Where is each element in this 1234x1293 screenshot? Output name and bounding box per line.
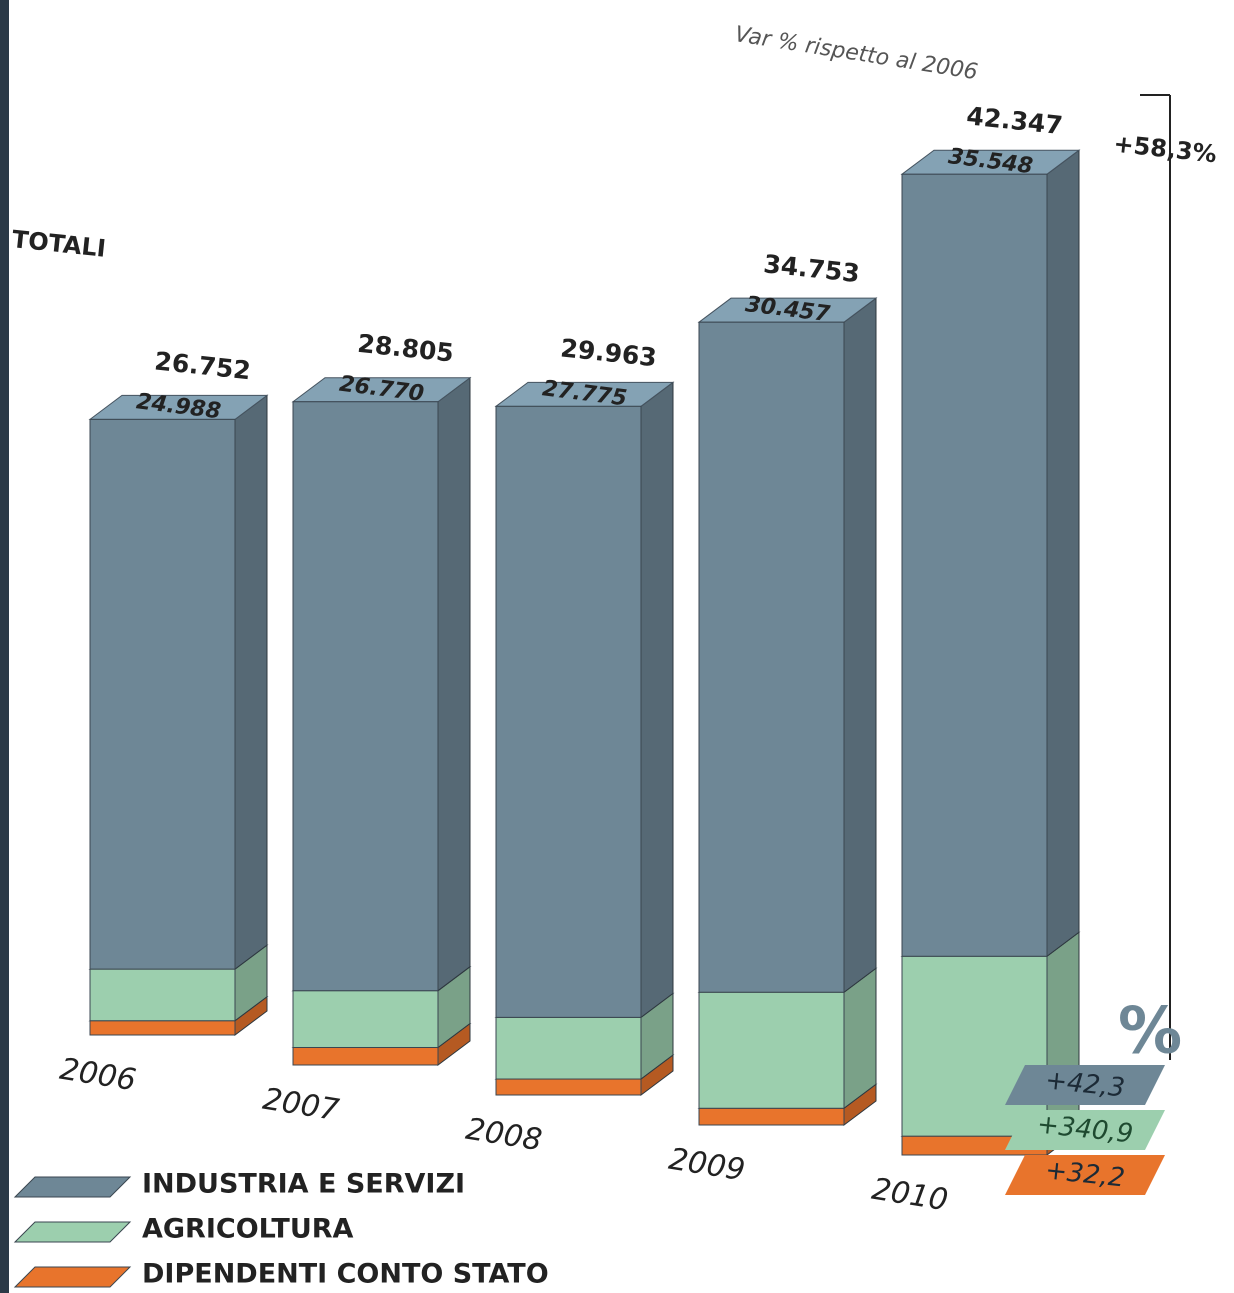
bar-side [235,395,267,969]
chart: Var % rispetto al 2006 +58,3% % TOTALI 3… [0,0,1234,1293]
bar-side [1047,150,1079,956]
total-label: 28.805 [356,329,455,368]
bar [90,419,235,969]
bar-side [1047,932,1079,1136]
bar-side [438,378,470,991]
legend-label: INDUSTRIA E SERVIZI [142,1169,465,1200]
total-label: 34.753 [762,249,861,288]
bar [496,1079,641,1095]
bar [699,992,844,1108]
bar [293,1047,438,1065]
bar [699,322,844,992]
x-tick-label: 2008 [463,1112,544,1159]
legend-swatch [15,1177,130,1197]
bar [902,956,1047,1136]
bar [699,1108,844,1125]
x-tick-label: 2006 [57,1052,138,1099]
bar [90,969,235,1021]
bar [90,1021,235,1035]
total-label: 42.347 [965,101,1064,140]
bar [293,402,438,991]
bar [902,174,1047,956]
legend-swatch [15,1222,130,1242]
bar-side [641,382,673,1017]
bar [496,406,641,1017]
bar [293,991,438,1048]
legend-label: AGRICOLTURA [142,1214,354,1245]
total-change: +58,3% [1112,130,1218,169]
totals-label: TOTALI [11,225,107,263]
legend-swatch [15,1267,130,1287]
total-label: 26.752 [153,346,252,385]
legend-label: DIPENDENTI CONTO STATO [142,1259,549,1290]
bar-side [844,298,876,992]
total-label: 29.963 [559,333,658,372]
x-tick-label: 2010 [869,1172,950,1219]
change-title: Var % rispetto al 2006 [733,22,979,85]
left-strip [0,0,9,1293]
x-tick-label: 2007 [260,1082,341,1129]
change-symbol: % [1118,995,1182,1069]
bar [496,1017,641,1079]
x-tick-label: 2009 [666,1142,747,1189]
